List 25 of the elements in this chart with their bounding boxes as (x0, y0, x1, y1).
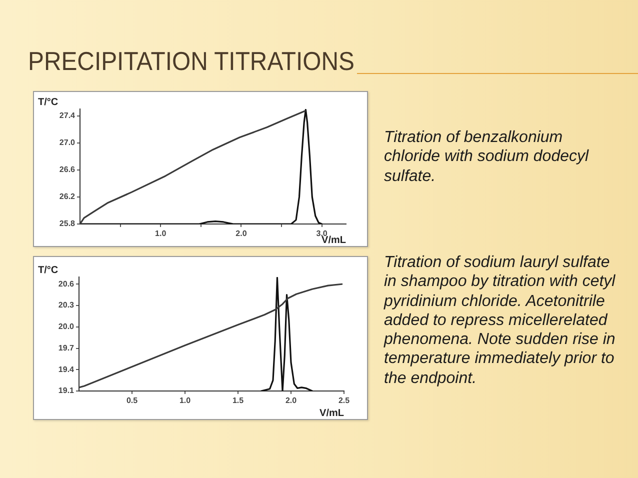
x-tick-label: 1.0 (155, 229, 167, 238)
y-tick-label: 26.2 (59, 192, 76, 202)
y-tick-label: 20.3 (58, 300, 75, 310)
x-axis-title: V/mL (322, 234, 346, 246)
x-tick-label: 2.0 (285, 396, 298, 406)
y-tick-label: 19.1 (58, 386, 75, 396)
y-tick-label: 27.4 (59, 110, 76, 120)
y-axis-title: T/°C (38, 264, 58, 276)
y-tick-label: 20.6 (58, 279, 75, 288)
x-tick-label: 1.5 (232, 396, 244, 406)
y-tick-label: 19.7 (58, 343, 75, 352)
y-tick-label: 20.0 (58, 322, 75, 332)
y-tick-label: 19.4 (58, 364, 75, 374)
y-tick-label: 26.6 (59, 165, 76, 174)
y-tick-label: 25.8 (59, 219, 76, 228)
x-tick-label: 2.5 (338, 396, 350, 406)
x-tick-label: 2.0 (236, 229, 248, 238)
y-tick-label: 27.0 (59, 138, 76, 148)
x-tick-label: 1.0 (179, 396, 192, 406)
chart-title: PRECIPITATION TITRATIONS (28, 46, 354, 76)
x-axis-title: V/mL (320, 408, 344, 419)
y-axis-title: T/°C (38, 96, 58, 108)
text: Titration of benzalkonium chloride with sodium dodecyl sulfate. (384, 128, 590, 186)
text: Titration of sodium lauryl sulfate in shampoo by titration with cetyl pyridinium chloride. Acetonitrile added to repress micellerelated phenomena. Note sudden rise in temperature immediately prior to the endpoint. (384, 253, 616, 388)
x-tick-label: 0.5 (126, 396, 138, 406)
